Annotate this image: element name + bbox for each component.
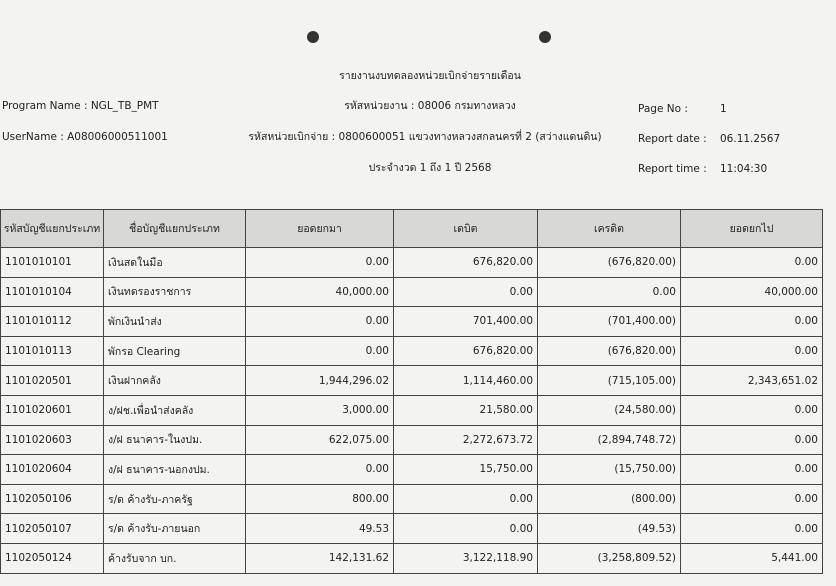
amount-cell: 0.00 [245, 247, 394, 278]
unit: รหัสหน่วยงาน : 08006 กรมทางหลวง [344, 100, 516, 112]
amount-cell: 1,114,460.00 [393, 365, 538, 396]
disbursing-unit: รหัสหน่วยเบิกจ่าย : 0800600051 แขวงทางหล… [248, 131, 602, 143]
text-cell: ง/ฝ ธนาคาร-ในงปม. [103, 424, 246, 456]
amount-cell: (800.00) [537, 483, 681, 515]
amount-cell: (715,105.00) [537, 365, 681, 396]
amount-cell: 0.00 [680, 424, 823, 456]
amount-cell: (701,400.00) [537, 306, 681, 337]
text-cell: 1101010112 [0, 306, 104, 337]
amount-cell: 0.00 [393, 513, 538, 544]
text-cell: ร/ด ค้างรับ-ภายนอก [103, 513, 246, 544]
amount-cell: 676,820.00 [393, 335, 538, 367]
amount-cell: 3,122,118.90 [393, 543, 538, 574]
report-date: 06.11.2567 [720, 133, 781, 145]
amount-cell: 2,272,673.72 [393, 424, 538, 456]
text-cell: 1101010113 [0, 335, 104, 367]
text-cell: ค้างรับจาก บก. [103, 543, 246, 574]
text-cell: 1102050107 [0, 513, 104, 544]
amount-cell: 701,400.00 [393, 306, 538, 337]
period: ประจำงวด 1 ถึง 1 ปี 2568 [368, 162, 492, 174]
amount-cell: (49.53) [537, 513, 681, 544]
amount-cell: 622,075.00 [245, 424, 394, 456]
amount-cell: (676,820.00) [537, 335, 681, 367]
amount-cell: 676,820.00 [393, 247, 538, 278]
amount-cell: 5,441.00 [680, 543, 823, 574]
amount-cell: 3,000.00 [245, 395, 394, 426]
amount-cell: 0.00 [680, 454, 823, 485]
report-title: รายงานงบทดลองหน่วยเบิกจ่ายรายเดือน [339, 70, 521, 82]
amount-cell: 2,343,651.02 [680, 365, 823, 396]
text-cell: 1101020601 [0, 395, 104, 426]
amount-cell: 0.00 [680, 513, 823, 544]
column-header: รหัสบัญชีแยกประเภท [0, 209, 104, 248]
text-cell: พักรอ Clearing [103, 335, 246, 367]
page-no: 1 [720, 103, 727, 115]
amount-cell: (24,580.00) [537, 395, 681, 426]
report-date-label: Report date : [638, 133, 707, 145]
page-no-label: Page No : [638, 103, 688, 115]
text-cell: ง/ฝ ธนาคาร-นอกงปม. [103, 454, 246, 485]
amount-cell: 0.00 [245, 306, 394, 337]
column-header: เดบิต [393, 209, 538, 248]
amount-cell: 21,580.00 [393, 395, 538, 426]
column-header: เครดิต [537, 209, 681, 248]
amount-cell: (3,258,809.52) [537, 543, 681, 574]
report-time-label: Report time : [638, 163, 707, 175]
text-cell: เงินฝากคลัง [103, 365, 246, 396]
report-time: 11:04:30 [720, 163, 768, 175]
text-cell: 1101010104 [0, 276, 104, 308]
column-header: ชื่อบัญชีแยกประเภท [103, 209, 246, 248]
amount-cell: 0.00 [245, 454, 394, 485]
amount-cell: 0.00 [245, 335, 394, 367]
text-cell: 1101020604 [0, 454, 104, 485]
amount-cell: 49.53 [245, 513, 394, 544]
amount-cell: 40,000.00 [680, 276, 823, 308]
text-cell: 1102050124 [0, 543, 104, 574]
amount-cell: (676,820.00) [537, 247, 681, 278]
amount-cell: (15,750.00) [537, 454, 681, 485]
text-cell: 1101010101 [0, 247, 104, 278]
amount-cell: 142,131.62 [245, 543, 394, 574]
column-header: ยอดยกไป [680, 209, 823, 248]
amount-cell: 0.00 [680, 247, 823, 278]
amount-cell: (2,894,748.72) [537, 424, 681, 456]
column-header: ยอดยกมา [245, 209, 394, 248]
program-name: Program Name : NGL_TB_PMT [2, 100, 159, 112]
text-cell: 1101020501 [0, 365, 104, 396]
text-cell: 1102050106 [0, 483, 104, 515]
text-cell: พักเงินนำส่ง [103, 306, 246, 337]
text-cell: ร/ด ค้างรับ-ภาครัฐ [103, 483, 246, 515]
username: UserName : A08006000511001 [2, 131, 168, 143]
amount-cell: 800.00 [245, 483, 394, 515]
text-cell: เงินสดในมือ [103, 247, 246, 278]
amount-cell: 0.00 [680, 395, 823, 426]
amount-cell: 0.00 [680, 335, 823, 367]
amount-cell: 40,000.00 [245, 276, 394, 308]
amount-cell: 0.00 [393, 483, 538, 515]
text-cell: ง/ฝช.เพื่อนำส่งคลัง [103, 395, 246, 426]
amount-cell: 1,944,296.02 [245, 365, 394, 396]
amount-cell: 0.00 [537, 276, 681, 308]
punch-hole [539, 31, 551, 43]
text-cell: 1101020603 [0, 424, 104, 456]
punch-hole [307, 31, 319, 43]
amount-cell: 0.00 [393, 276, 538, 308]
amount-cell: 0.00 [680, 306, 823, 337]
text-cell: เงินทดรองราชการ [103, 276, 246, 308]
amount-cell: 15,750.00 [393, 454, 538, 485]
amount-cell: 0.00 [680, 483, 823, 515]
